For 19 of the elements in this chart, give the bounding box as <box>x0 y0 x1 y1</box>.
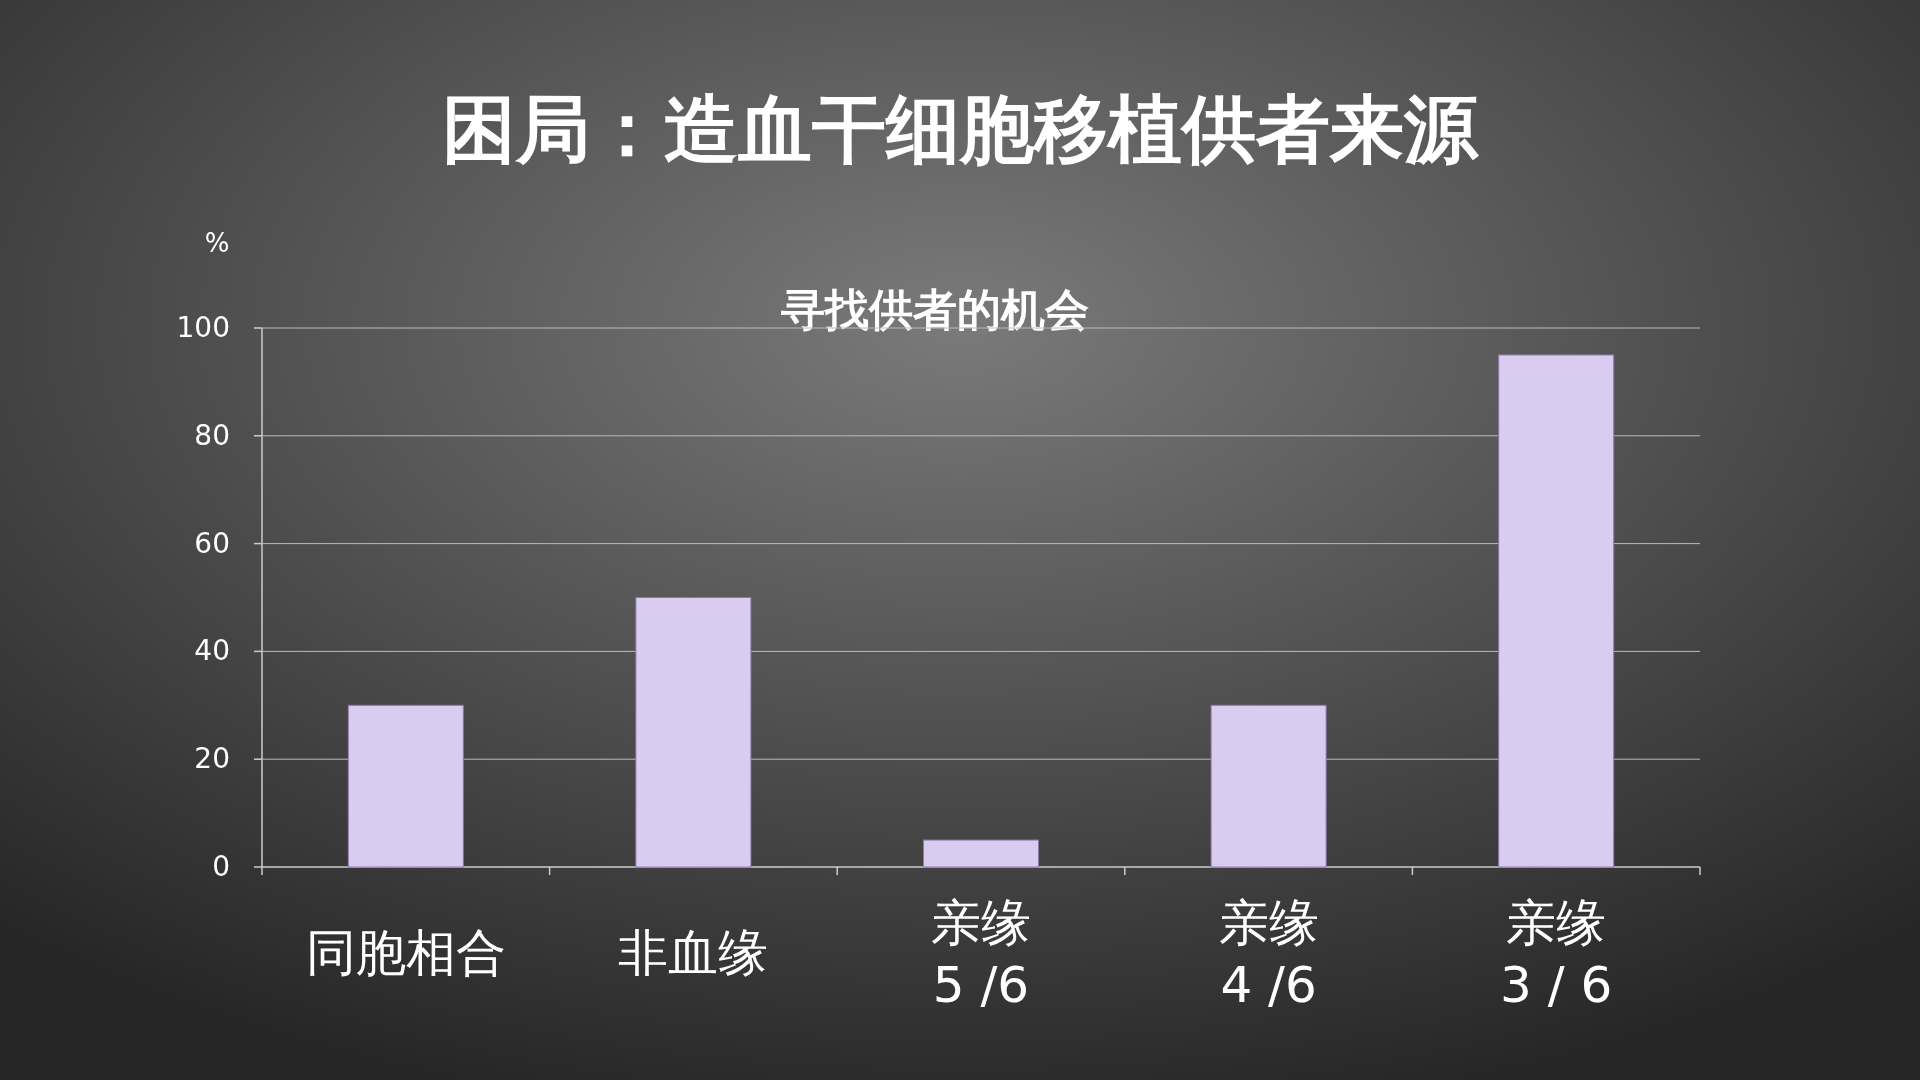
y-tick-label: 60 <box>194 526 230 560</box>
x-tick-label: 同胞相合 <box>305 924 506 982</box>
y-axis-title: % <box>204 228 230 258</box>
y-tick-label: 20 <box>194 742 230 776</box>
bar <box>1210 704 1327 868</box>
y-tick-label: 40 <box>194 634 230 668</box>
y-tick-label: 80 <box>194 418 230 452</box>
bar <box>347 704 464 868</box>
y-tick-label: 0 <box>212 850 230 883</box>
y-tick-label: 100 <box>176 311 230 344</box>
bar <box>635 597 752 868</box>
x-tick-label: 亲缘 3 / 6 <box>1500 894 1613 1014</box>
x-tick-label: 亲缘 4 /6 <box>1218 894 1319 1014</box>
x-tick-label: 亲缘 5 /6 <box>931 894 1031 1014</box>
x-tick-label: 非血缘 <box>618 924 769 982</box>
chart-title: 困局：造血干细胞移植供者来源 <box>442 86 1479 172</box>
chart-subtitle: 寻找供者的机会 <box>780 284 1089 335</box>
bar <box>1498 354 1615 868</box>
bar <box>922 839 1040 868</box>
